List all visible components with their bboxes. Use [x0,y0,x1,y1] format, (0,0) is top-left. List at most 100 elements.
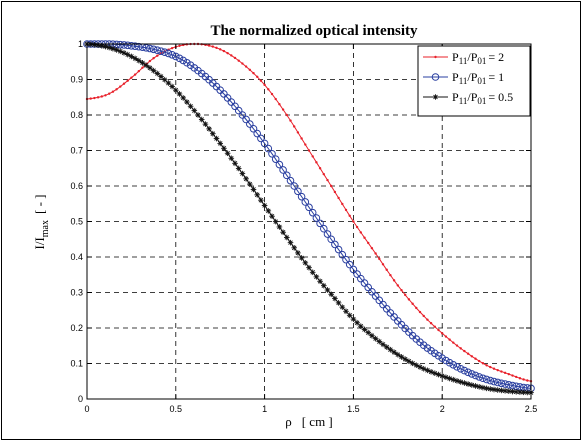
data-point [422,314,425,318]
data-point [290,182,299,190]
data-point [215,46,218,50]
data-point [466,352,470,355]
y-axis-unit: [ - ] [32,195,47,215]
marker-stroke [495,387,500,393]
data-point [152,57,155,60]
marker-stroke [303,260,308,266]
data-point [341,202,344,206]
data-point [359,231,362,234]
marker-stroke [462,380,467,386]
data-point [400,289,403,292]
data-point [517,389,523,395]
data-point [115,88,118,91]
data-point [470,355,473,358]
marker-stroke [351,316,356,322]
data-point [361,326,368,333]
marker-stroke [336,300,341,306]
marker-stroke [328,291,334,297]
data-point [284,234,290,241]
marker-stroke [439,373,445,379]
marker-stroke [136,58,142,63]
data-point [265,208,272,214]
data-point [391,349,397,356]
data-point [202,121,209,127]
legend-part: /P [467,50,477,64]
data-point [131,42,139,51]
data-point [459,347,462,350]
data-point [289,119,292,122]
data-point [238,111,247,119]
marker-stroke [177,91,182,97]
marker-stroke [517,389,523,395]
marker-stroke [443,374,449,380]
legend-subscript: 01 [477,76,486,86]
chart-title: The normalized optical intensity [210,23,418,39]
data-point [307,149,311,152]
marker-stroke [195,112,201,118]
data-point [344,208,348,212]
data-point [195,112,201,118]
data-point [511,374,514,377]
data-point [108,92,111,95]
marker-stroke [129,54,134,59]
data-point [380,341,386,348]
marker-stroke [343,309,349,314]
data-point [176,91,183,97]
data-point [178,44,181,47]
data-point [448,338,451,341]
data-point [253,129,262,138]
marker-stroke [214,136,219,141]
data-point [207,44,211,47]
data-point [491,386,497,393]
data-point [429,322,433,325]
marker-stroke [421,366,426,372]
marker-stroke [399,354,404,360]
data-point [472,383,479,389]
data-point [259,79,263,82]
data-point [130,76,133,79]
data-point [328,291,334,298]
data-point [522,378,525,381]
marker-stroke [277,224,282,230]
data-point [441,332,444,335]
data-point [515,375,518,379]
marker-stroke [180,95,186,101]
data-point [349,265,358,274]
data-point [221,145,227,152]
data-point [376,338,383,345]
data-point [256,75,259,79]
legend-subscript: 01 [477,56,486,66]
marker-stroke [391,349,397,355]
data-point [230,54,233,57]
data-point [381,263,385,266]
data-point [317,278,323,285]
data-point [283,171,291,180]
data-point [308,208,317,217]
data-point [168,50,176,59]
data-point [242,115,250,124]
x-tick-label: 2.5 [525,404,538,414]
data-point [244,65,248,68]
data-point [173,87,179,93]
data-point [407,298,411,301]
data-point [123,41,132,50]
marker-stroke [295,250,301,256]
marker-stroke [499,388,504,393]
data-point [445,358,454,367]
marker-stroke [417,364,423,370]
data-point [413,362,420,369]
marker-stroke [425,368,430,373]
marker-stroke [306,265,312,270]
marker-stroke [465,381,471,387]
data-point [385,268,388,271]
data-point [494,387,501,393]
data-point [355,225,359,229]
marker-stroke [269,213,275,219]
data-point [452,341,455,344]
marker-stroke [262,203,267,208]
data-point [526,379,529,382]
marker-stroke [266,208,271,214]
marker-stroke [240,171,245,176]
data-point [438,354,447,362]
marker-stroke [273,219,278,224]
